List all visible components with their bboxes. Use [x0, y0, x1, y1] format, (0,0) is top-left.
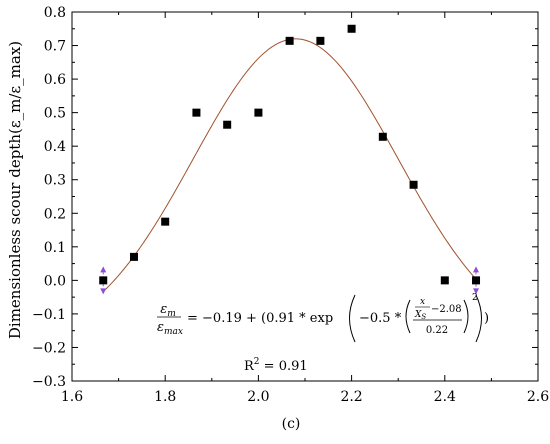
eq-frac-den: XS — [414, 310, 426, 321]
y-tick-label: −0.2 — [32, 340, 66, 356]
x-tick-label: 1.8 — [154, 389, 176, 405]
y-tick-label: 0.7 — [44, 39, 66, 55]
data-point — [378, 132, 387, 141]
axis-ticks: 1.6 1.8 2.0 2.2 2.4 2.6 0.8 0.7 0.6 0.5 0.4 0.3 0.2 0… — [32, 5, 549, 405]
y-axis-title: Dimensionless scour depth(ε_m/ε_max) — [6, 41, 24, 339]
data-point — [192, 108, 201, 117]
end-marker-arrow-up — [473, 266, 480, 273]
data-point — [161, 217, 170, 226]
eq-inner-start: −0.5 * — [359, 311, 402, 326]
y-tick-label: 0.5 — [44, 106, 66, 122]
eq-small-paren-left — [405, 299, 411, 334]
end-marker-arrow-down — [473, 288, 480, 295]
x-tick-label: 2.2 — [340, 389, 362, 405]
data-point — [99, 276, 108, 285]
data-point — [440, 276, 449, 285]
data-point — [285, 36, 294, 45]
eq-frac-num: x — [420, 297, 425, 307]
eq-frac-div: 0.22 — [426, 325, 448, 336]
eq-rhs-start: = −0.19 + (0.91 * exp — [187, 311, 333, 326]
y-tick-label: −0.1 — [32, 307, 66, 323]
x-tick-label: 2.6 — [527, 389, 549, 405]
y-tick-label: −0.3 — [32, 374, 66, 390]
x-tick-label: 2.4 — [434, 389, 456, 405]
data-point — [472, 276, 481, 285]
data-point — [409, 180, 418, 189]
eq-lhs-denominator: εmax — [157, 320, 183, 337]
data-point — [254, 108, 263, 117]
x-tick-label: 1.6 — [61, 389, 83, 405]
y-tick-label: 0.3 — [44, 173, 66, 189]
y-tick-label: 0.0 — [44, 273, 66, 289]
r-squared-label: R2 = 0.91 — [244, 357, 308, 374]
eq-rhs-end: ) — [484, 311, 489, 326]
y-tick-label: 0.6 — [44, 72, 66, 88]
y-tick-label: 0.8 — [44, 5, 66, 21]
data-points — [99, 24, 481, 285]
fit-curve — [102, 38, 477, 293]
x-tick-label: 2.0 — [247, 389, 269, 405]
data-point — [223, 120, 232, 129]
eq-big-paren-right — [475, 294, 482, 343]
y-tick-label: 0.2 — [44, 206, 66, 222]
y-tick-label: 0.4 — [44, 139, 66, 155]
data-point — [316, 36, 325, 45]
data-point — [347, 24, 356, 33]
data-point — [129, 252, 138, 261]
chart-caption: (c) — [282, 416, 301, 432]
end-marker-arrow-up — [100, 266, 107, 273]
eq-lhs-numerator: εm — [160, 302, 176, 319]
y-tick-label: 0.1 — [44, 240, 66, 256]
eq-frac-minus: −2.08 — [431, 304, 462, 315]
fit-equation: εm εmax = −0.19 + (0.91 * exp −0.5 * x X… — [157, 293, 489, 343]
eq-big-paren-left — [349, 294, 356, 343]
eq-power: 2 — [472, 293, 478, 303]
eq-small-paren-right — [463, 299, 469, 334]
fit-curve-layer — [100, 38, 480, 295]
end-marker-arrow-down — [100, 288, 107, 295]
